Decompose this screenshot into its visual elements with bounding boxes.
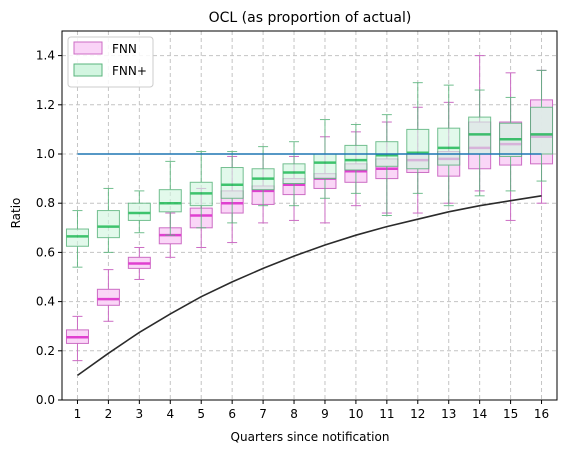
x-tick-label: 4	[166, 407, 174, 421]
box-body	[96, 288, 120, 306]
box-fnn-plus-q3	[127, 190, 151, 234]
x-tick-label: 5	[197, 407, 205, 421]
x-tick-label: 6	[228, 407, 236, 421]
box-body	[344, 144, 368, 171]
chart-title: OCL (as proportion of actual)	[209, 10, 412, 26]
box-fnn-plus-q8	[282, 141, 306, 207]
box-fnn-plus-q6	[220, 151, 244, 224]
box-fnn-plus-q10	[344, 123, 368, 194]
y-tick-label: 1.2	[36, 98, 55, 112]
box-body	[220, 167, 244, 199]
box-fnn-q1	[65, 315, 89, 362]
box-fnn-q3	[127, 246, 151, 280]
y-tick-label: 0.8	[36, 196, 55, 210]
plot-area: 1 2 3 4 5 6 7 8 9 10 11 12 13 14 15 160.00.20.40.60.81.…	[36, 30, 558, 421]
legend: FNN FNN+	[67, 36, 154, 88]
y-tick-label: 0.2	[36, 344, 55, 358]
y-tick-label: 1.4	[36, 49, 55, 63]
box-fnn-plus-q2	[96, 187, 120, 253]
box-body	[313, 153, 337, 180]
x-axis-label: Quarters since notification	[231, 430, 390, 444]
axes-frame	[61, 30, 558, 401]
legend-swatch-fnn-plus	[73, 63, 103, 77]
box-fnn-plus-q5	[189, 151, 213, 229]
x-tick-label: 7	[259, 407, 267, 421]
box-fnn-plus-q12	[406, 82, 430, 194]
box-series-fnn-plus	[65, 69, 554, 268]
trend-curve	[77, 195, 542, 377]
legend-label-fnn-plus: FNN+	[112, 64, 147, 78]
x-tick-label: 9	[321, 407, 329, 421]
box-body	[406, 128, 430, 170]
y-axis-label: Ratio	[9, 198, 23, 229]
x-tick-label: 16	[534, 407, 549, 421]
box-fnn-q2	[96, 269, 120, 322]
x-tick-label: 12	[410, 407, 425, 421]
x-tick-label: 14	[472, 407, 487, 421]
x-tick-label: 13	[441, 407, 456, 421]
legend-swatch-fnn	[73, 41, 103, 55]
x-tick-label: 1	[74, 407, 82, 421]
legend-label-fnn: FNN	[112, 42, 137, 56]
box-body	[158, 189, 182, 213]
y-tick-label: 0.4	[36, 295, 55, 309]
box-fnn-plus-q16	[530, 69, 554, 182]
x-tick-label: 2	[105, 407, 113, 421]
y-tick-label: 0.6	[36, 245, 55, 259]
x-tick-label: 8	[290, 407, 298, 421]
box-fnn-plus-q4	[158, 160, 182, 236]
box-body	[96, 210, 120, 239]
x-tick-label: 11	[379, 407, 394, 421]
x-tick-label: 10	[348, 407, 363, 421]
box-fnn-plus-q15	[499, 96, 523, 192]
y-tick-label: 1.0	[36, 147, 55, 161]
box-fnn-plus-q1	[65, 210, 89, 268]
box-fnn-plus-q13	[437, 84, 461, 207]
box-fnn-plus-q11	[375, 114, 399, 216]
y-tick-label: 0.0	[36, 393, 55, 407]
x-tick-label: 3	[136, 407, 144, 421]
box-fnn-plus-q7	[251, 146, 275, 207]
box-fnn-plus-q14	[468, 89, 492, 197]
box-body	[530, 106, 554, 155]
x-tick-label: 15	[503, 407, 518, 421]
